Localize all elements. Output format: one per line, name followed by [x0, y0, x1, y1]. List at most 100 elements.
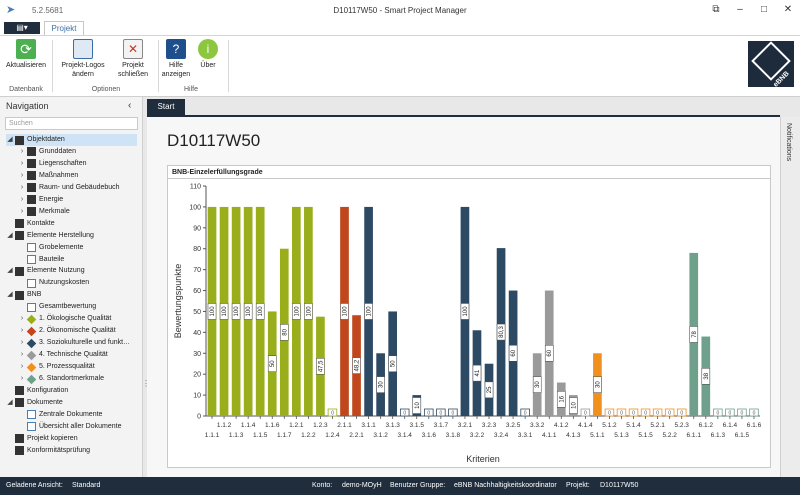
nav-item[interactable]: ◢ Dokumente	[6, 397, 140, 409]
nav-item[interactable]: › 6. Standortmerkmale	[18, 373, 140, 385]
expand-arrow-icon[interactable]: ›	[20, 183, 24, 191]
expand-arrow-icon[interactable]: ◢	[7, 231, 13, 239]
nav-item-label: Elemente Herstellung	[27, 231, 94, 239]
data-label-box	[364, 303, 373, 320]
nav-item-label: 6. Standortmerkmale	[39, 375, 104, 382]
nav-item[interactable]: Zentrale Dokumente	[18, 409, 140, 421]
nav-item-label: Objektdaten	[27, 136, 65, 143]
diamond-icon	[26, 374, 37, 384]
expand-arrow-icon[interactable]: ›	[20, 351, 24, 359]
nav-item[interactable]: Nutzungskosten	[18, 277, 140, 289]
nav-item[interactable]: ◢ BNB	[6, 289, 140, 301]
data-label: 78	[692, 330, 698, 337]
diamond-icon	[26, 314, 37, 325]
data-label: 41	[475, 369, 481, 376]
navigation-search-input[interactable]: Suchen	[5, 117, 138, 130]
ebnb-logo: eBNB	[748, 41, 794, 89]
expand-arrow-icon[interactable]: ›	[20, 159, 24, 167]
x-tick-label: 5.1.3	[614, 432, 629, 439]
splitter-grip-icon[interactable]: ⋮	[142, 379, 150, 388]
nav-item[interactable]: › 1. Ökologische Qualität	[18, 313, 140, 325]
nav-item-label: Energie	[39, 195, 64, 203]
nav-item[interactable]: Konfiguration	[6, 385, 140, 397]
data-label: 16	[559, 395, 565, 402]
nav-item[interactable]: Projekt kopieren	[6, 433, 140, 445]
expand-arrow-icon[interactable]: ◢	[7, 267, 13, 275]
expand-arrow-icon[interactable]: ›	[20, 147, 24, 155]
data-label: 0	[741, 411, 744, 417]
data-label: 0	[620, 411, 623, 417]
navigation-pane: Navigation ‹ Suchen ◢ Objektdaten › Grundda…	[0, 97, 150, 477]
refresh-button[interactable]: ⟳ Aktualisieren	[4, 39, 48, 70]
restore-icon[interactable]: ⧉	[712, 4, 720, 15]
nav-item-label: 5. Prozessqualität	[39, 363, 95, 371]
nav-item[interactable]: Übersicht aller Dokumente	[18, 421, 140, 433]
x-tick-label: 1.1.6	[265, 422, 280, 429]
x-tick-label: 1.1.2	[217, 422, 232, 429]
expand-arrow-icon[interactable]: ◢	[7, 291, 13, 299]
expand-arrow-icon[interactable]: ›	[20, 315, 24, 323]
nav-item[interactable]: ◢ Elemente Herstellung	[6, 230, 140, 242]
about-button[interactable]: i Über	[196, 39, 220, 70]
notifications-panel[interactable]: Notifications	[780, 117, 800, 477]
x-tick-label: 5.1.1	[590, 432, 605, 439]
nav-item[interactable]: › Raum- und Gebäudebuch	[18, 182, 140, 194]
nav-item[interactable]: Bauteile	[18, 254, 140, 266]
data-label: 0	[524, 411, 527, 417]
expand-arrow-icon[interactable]: ›	[20, 327, 24, 335]
nav-item-label: BNB	[27, 291, 42, 299]
minimize-icon[interactable]: –	[737, 4, 743, 15]
nav-item[interactable]: ◢ Elemente Nutzung	[6, 265, 140, 277]
energy-icon	[27, 195, 36, 205]
x-tick-label: 5.2.2	[662, 432, 677, 439]
collapse-navigation-icon[interactable]: ‹	[128, 100, 132, 111]
nav-item[interactable]: ◢ Objektdaten	[6, 134, 137, 146]
expand-arrow-icon[interactable]: ›	[20, 339, 24, 347]
x-tick-label: 4.1.4	[578, 422, 593, 429]
tab-projekt[interactable]: Projekt	[44, 21, 84, 35]
nav-item[interactable]: › 4. Technische Qualität	[18, 349, 140, 361]
nav-item[interactable]: Konformitätsprüfung	[6, 445, 140, 457]
nav-item-label: Bauteile	[39, 255, 65, 263]
data-label: 25	[487, 386, 493, 393]
nav-item[interactable]: › Liegenschaften	[18, 158, 140, 170]
maximize-icon[interactable]: □	[760, 4, 768, 15]
data-label-box	[557, 391, 566, 408]
gear-icon	[15, 386, 24, 396]
nav-item[interactable]: › Grunddaten	[18, 146, 140, 158]
data-label-box	[569, 397, 578, 414]
nav-item[interactable]: › Energie	[18, 194, 140, 206]
chart-panel-title: BNB-Einzelerfüllungsgrade	[168, 166, 770, 179]
nav-item-label: 2. Ökonomische Qualität	[39, 327, 116, 335]
data-label-box	[219, 303, 229, 320]
nav-item[interactable]: › 2. Ökonomische Qualität	[18, 325, 140, 337]
expand-arrow-icon[interactable]: ›	[20, 195, 24, 203]
ribbon: ⟳ Aktualisieren Projekt-Logos ändern ✕ P…	[0, 35, 800, 97]
x-tick-label: 6.1.2	[699, 422, 714, 429]
expand-arrow-icon[interactable]: ›	[20, 363, 24, 371]
nav-item[interactable]: › Merkmale	[18, 206, 140, 218]
expand-arrow-icon[interactable]: ›	[20, 207, 24, 215]
expand-arrow-icon[interactable]: ›	[20, 375, 24, 382]
nav-item[interactable]: › 5. Prozessqualität	[18, 361, 140, 373]
data-label: 0	[716, 411, 719, 417]
change-logos-button[interactable]: Projekt-Logos ändern	[58, 39, 108, 79]
check-icon	[15, 446, 24, 456]
help-button[interactable]: ? Hilfe anzeigen	[160, 39, 192, 79]
status-account: demo-MOyH	[342, 482, 382, 489]
nav-item[interactable]: › 3. Soziokulturelle und funkt…	[18, 337, 140, 349]
nav-item[interactable]: Grobelemente	[18, 242, 140, 254]
expand-arrow-icon[interactable]: ◢	[7, 136, 13, 143]
group-label-optionen: Optionen	[91, 86, 121, 93]
close-project-button[interactable]: ✕ Projekt schließen	[112, 39, 154, 79]
tab-start[interactable]: Start	[147, 99, 185, 115]
expand-arrow-icon[interactable]: ›	[20, 171, 24, 179]
app-menu-button[interactable]: ▤▾	[4, 22, 40, 34]
expand-arrow-icon[interactable]: ◢	[7, 398, 13, 406]
nav-item[interactable]: Gesamtbewertung	[18, 301, 140, 313]
nav-item[interactable]: › Maßnahmen	[18, 170, 140, 182]
nav-item[interactable]: Kontakte	[6, 218, 140, 230]
x-tick-label: 2.1.1	[337, 422, 352, 429]
close-icon[interactable]: ✕	[783, 4, 793, 15]
grid-icon	[27, 422, 36, 432]
